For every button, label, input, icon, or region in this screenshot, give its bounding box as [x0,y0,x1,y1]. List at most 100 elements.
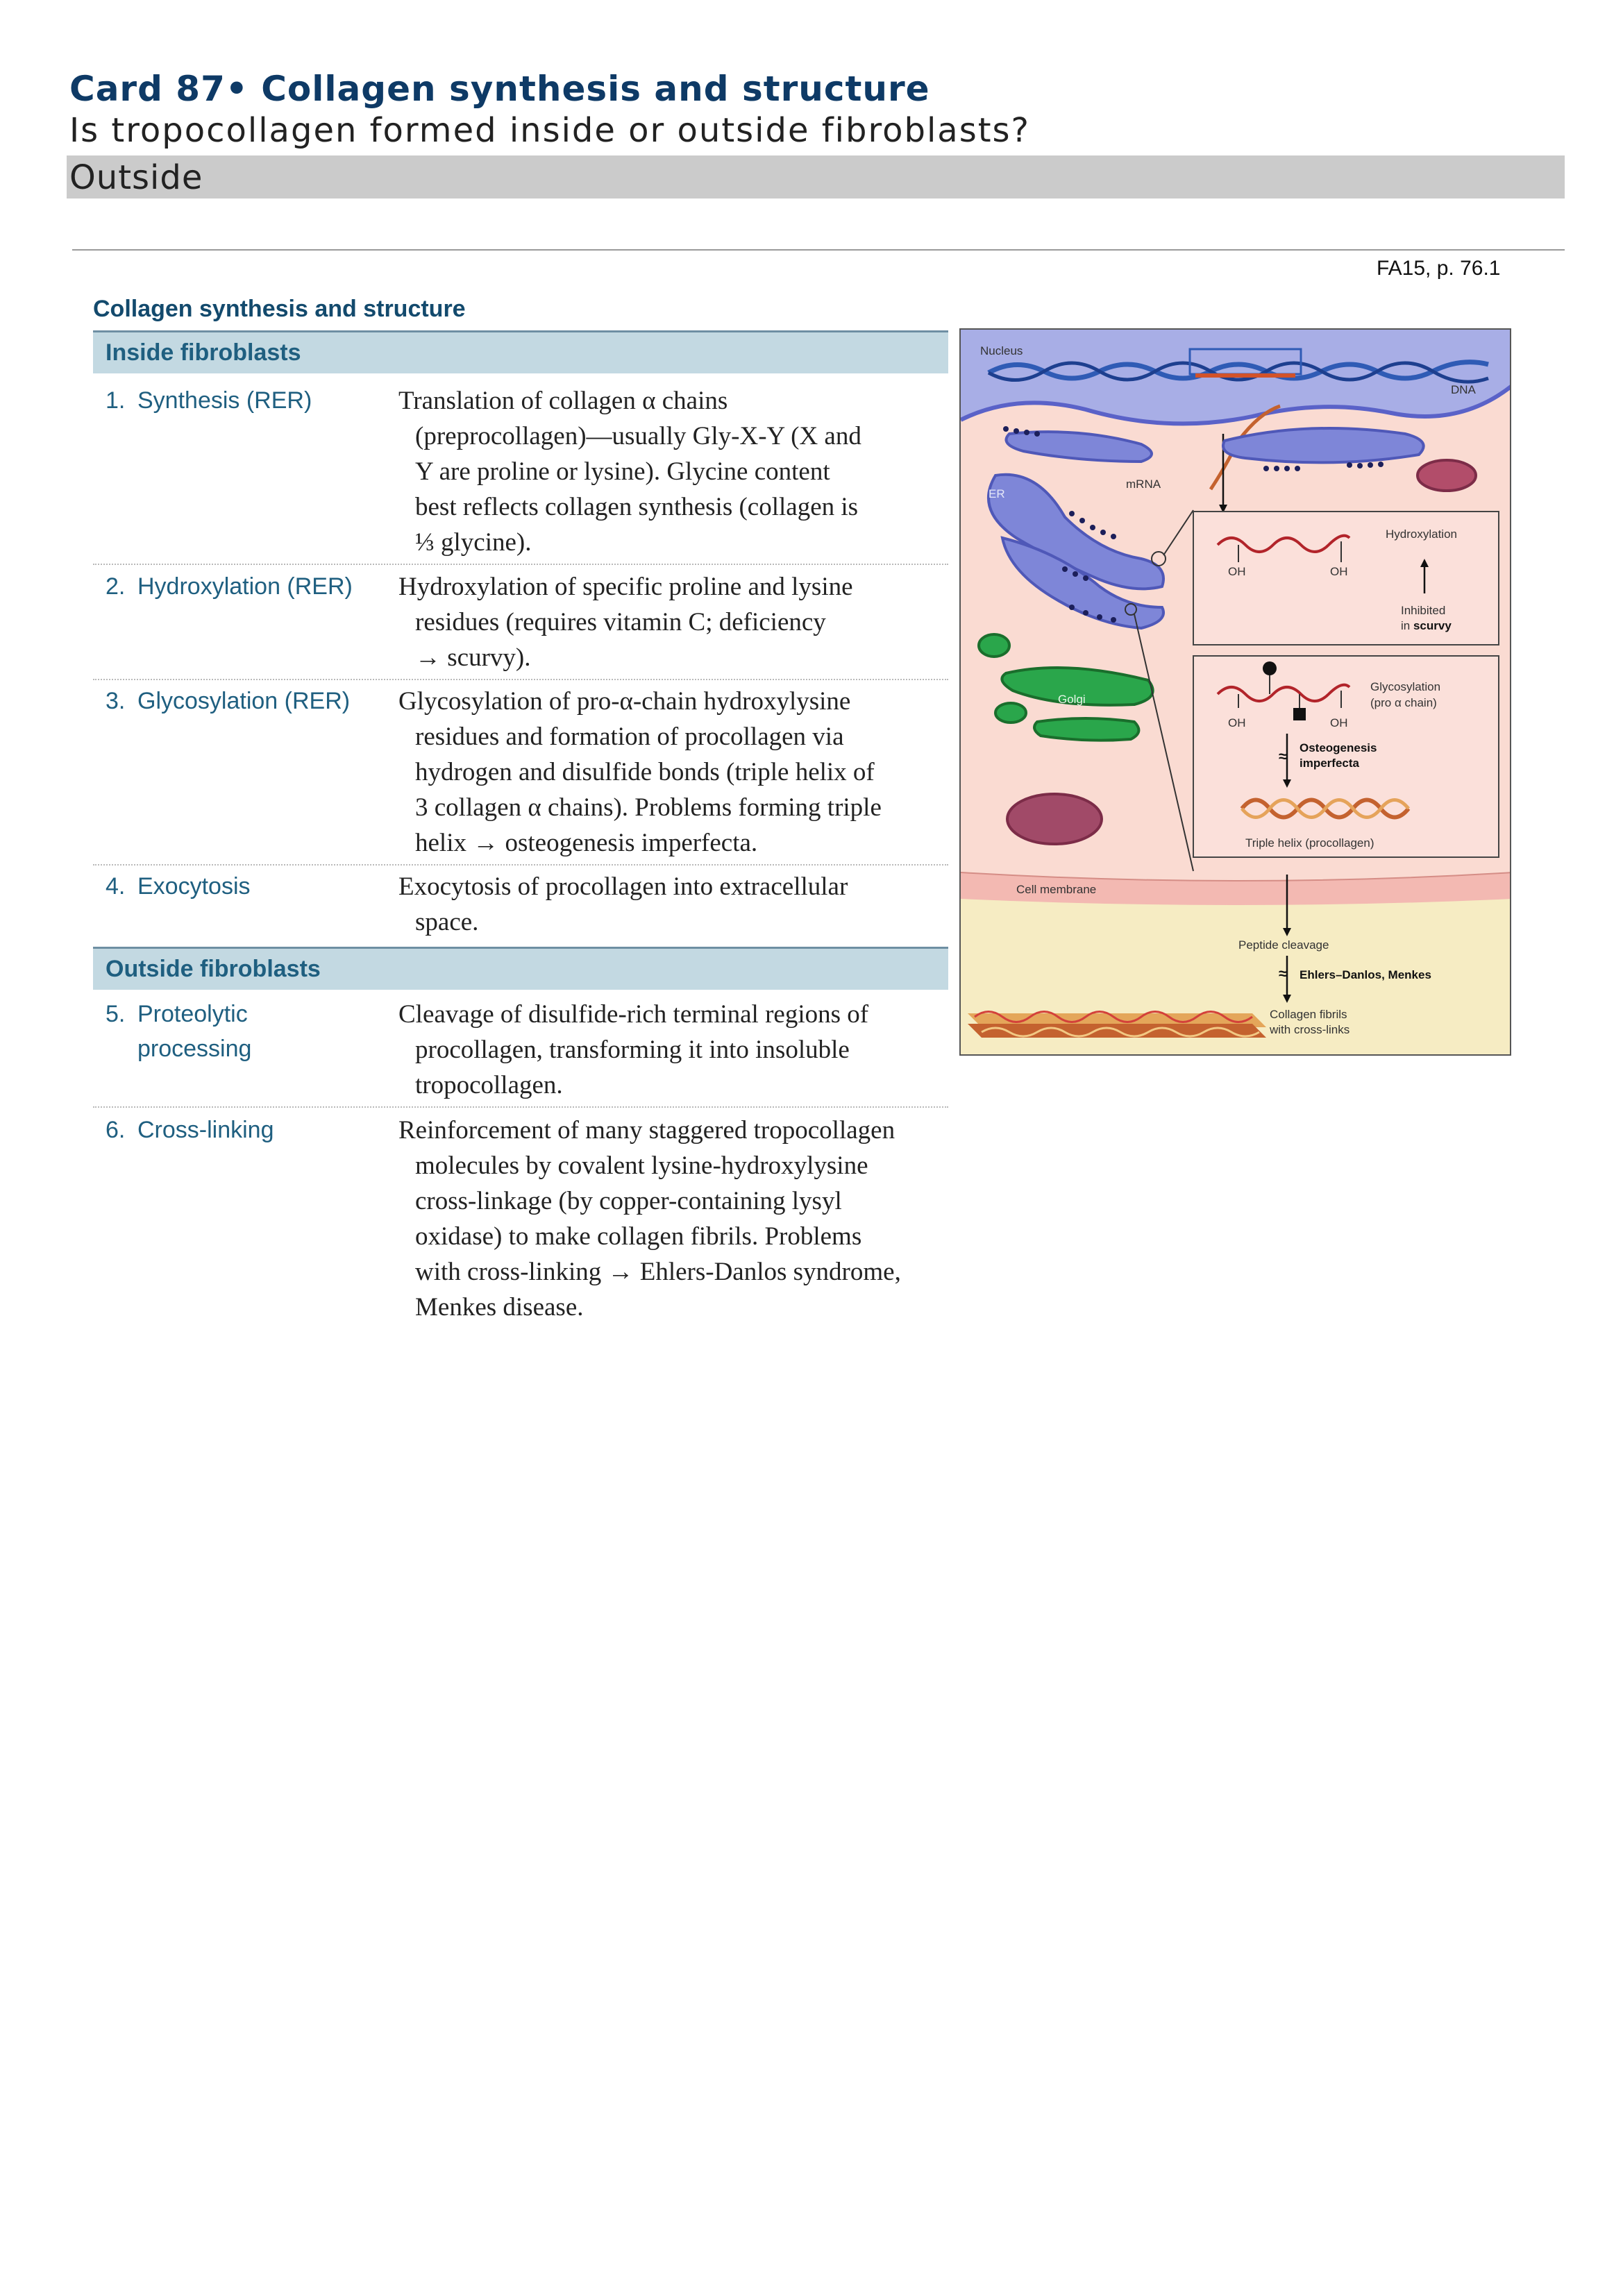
cross-links-label: with cross-links [1269,1023,1349,1036]
outside-fibroblasts-label: Outside fibroblasts [106,956,321,982]
step-number: 2. [106,573,126,600]
outside-fibroblasts-header: Outside fibroblasts [93,947,948,990]
oh-label-1: OH [1228,565,1246,578]
arrow-head-4 [1283,995,1291,1003]
chain-glycosylation [1216,683,1351,702]
description-line: Exocytosis of procollagen into extracell… [398,872,848,901]
step-number: 3. [106,688,126,714]
er-left [1004,430,1153,464]
description-line: oxidase) to make collagen fibrils. Probl… [415,1222,862,1251]
row-separator [93,864,948,866]
step-name: Proteolytic processing [137,997,401,1066]
description-line: best reflects collagen synthesis (collag… [415,493,859,521]
step-name-line: Synthesis (RER) [137,387,312,414]
er-body [987,473,1165,591]
card-question: Is tropocollagen formed inside or outsid… [69,111,1031,150]
oh-label-4: OH [1330,716,1348,729]
description-line: Glycosylation of pro-α-chain hydroxylysi… [398,687,851,716]
zoom-line-1 [1163,509,1194,556]
dna-label: DNA [1451,383,1477,396]
description-line: ⅓ glycine). [415,528,532,557]
card-header: Card 87• Collagen synthesis and structur… [69,68,1569,151]
step-name-line: Exocytosis [137,873,251,900]
description-line: Hydroxylation of specific proline and ly… [398,573,853,601]
golgi-label: Golgi [1058,693,1086,706]
golgi-vesicle-2 [994,702,1027,724]
description-line: residues and formation of procollagen vi… [415,723,844,751]
step-name: Hydroxylation (RER) [137,569,401,604]
step-description: Reinforcement of many staggered tropocol… [398,1113,901,1325]
triple-helix-strand-b [1241,798,1410,819]
row-separator [93,1106,948,1108]
step-name-line: Cross-linking [137,1117,274,1143]
collagen-figure: OH OH Hydroxylation Inhibited in scurvy … [959,328,1511,1056]
glycosylation-box [1193,655,1499,858]
arrow-head-1 [1219,505,1227,513]
description-line: (preprocollagen)—usually Gly-X-Y (X and [415,422,861,450]
arrow-head-2 [1283,779,1291,788]
inside-fibroblasts-header: Inside fibroblasts [93,330,948,373]
peptide-cleavage-label: Peptide cleavage [1238,938,1329,952]
step-name-line: Proteolytic [137,1001,248,1027]
inside-fibroblasts-label: Inside fibroblasts [106,339,301,366]
step-number: 6. [106,1117,126,1143]
ribosomes [1003,426,1384,623]
hydroxylation-label: Hydroxylation [1386,527,1457,541]
source-reference: FA15, p. 76.1 [1377,257,1501,280]
zoom-line-2 [1134,614,1194,872]
collagen-diagram: OH OH Hydroxylation Inhibited in scurvy … [961,330,1510,1054]
arrow-head-up [1420,559,1429,567]
collagen-fibrils-label: Collagen fibrils [1270,1008,1347,1021]
block-symbol-1: ≈ [1279,748,1287,765]
description-line: Reinforcement of many staggered tropocol… [398,1116,895,1145]
step-description: Exocytosis of procollagen into extracell… [398,869,848,940]
section-title: Collagen synthesis and structure [93,296,466,322]
glycosylation-label: Glycosylation [1370,680,1440,693]
description-line: with cross-linking → Ehlers-Danlos syndr… [415,1258,901,1286]
card-title: Card 87• Collagen synthesis and structur… [69,69,930,109]
zoom-point-1 [1151,551,1166,566]
in-scurvy-label: in scurvy [1401,619,1452,632]
cell-membrane [961,872,1510,905]
description-line: procollagen, transforming it into insolu… [415,1036,850,1064]
mrna-label: mRNA [1126,478,1161,491]
triple-helix-label: Triple helix (procollagen) [1245,836,1374,850]
card-answer: Outside [69,158,203,197]
oh-label-2: OH [1330,565,1348,578]
step-number: 4. [106,873,126,900]
golgi-cisterna-2 [1033,717,1141,742]
dna-strand-b [987,361,1489,384]
description-line: hydrogen and disulfide bonds (triple hel… [415,758,875,786]
description-line: tropocollagen. [415,1071,563,1099]
step-name: Exocytosis [137,869,401,904]
golgi-cisterna-1 [1000,666,1154,707]
step-number: 1. [106,387,126,414]
chain-hydroxylation [1216,534,1351,553]
mitochondrion-top [1416,459,1477,492]
row-separator [93,564,948,565]
membrane-edge [961,872,1510,881]
description-line: molecules by covalent lysine-hydroxylysi… [415,1151,868,1180]
description-line: residues (requires vitamin C; deficiency [415,608,826,636]
step-description: Cleavage of disulfide-rich terminal regi… [398,997,868,1103]
answer-highlight [67,155,1565,199]
zoom-point-2 [1125,603,1137,616]
step-label: 1. Synthesis (RER) [106,383,401,418]
step-label: 3. Glycosylation (RER) [106,684,401,718]
hydroxylation-box [1193,511,1499,645]
osteogenesis-label: Osteogenesis [1300,741,1377,754]
dna-strand-a [987,360,1489,381]
ehlers-danlos-label: Ehlers–Danlos, Menkes [1300,968,1431,981]
mitochondrion-left [1006,793,1103,845]
cell-membrane-label: Cell membrane [1016,883,1096,896]
step-name: Cross-linking [137,1113,401,1147]
nuclear-envelope [961,385,1510,426]
step-description: Translation of collagen α chains (preproc… [398,383,861,560]
step-description: Glycosylation of pro-α-chain hydroxylysi… [398,684,882,861]
pro-alpha-chain-label: (pro α chain) [1370,696,1437,709]
description-line: Menkes disease. [415,1293,584,1322]
description-line: Translation of collagen α chains [398,387,728,415]
step-name-line: Hydroxylation (RER) [137,573,353,600]
description-line: 3 collagen α chains). Problems forming t… [415,793,882,822]
description-line: → scurvy). [415,643,531,672]
